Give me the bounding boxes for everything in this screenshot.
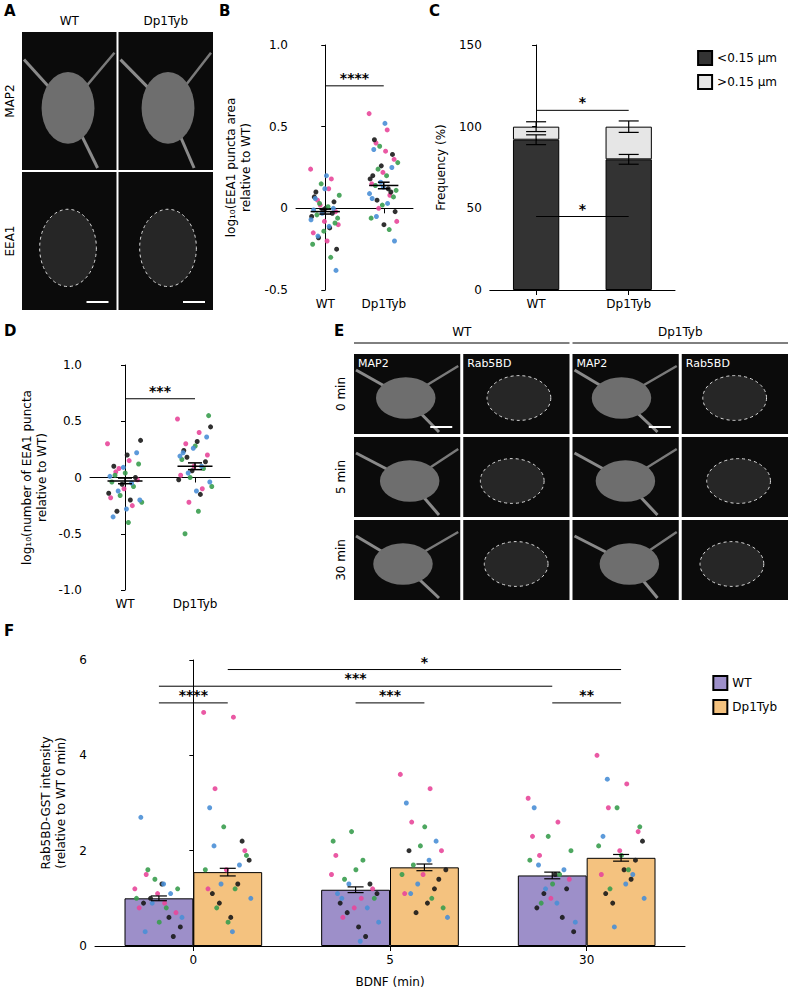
svg-text:WT: WT: [316, 297, 336, 311]
svg-text:***: ***: [379, 687, 402, 703]
svg-text:Dp1Tyb: Dp1Tyb: [606, 297, 651, 311]
svg-text:-1.0: -1.0: [59, 583, 82, 597]
svg-text:Dp1Tyb: Dp1Tyb: [732, 700, 777, 714]
html-text:F: F: [4, 622, 15, 640]
svg-text:*: *: [579, 94, 587, 110]
svg-text:150: 150: [459, 38, 482, 52]
svg-text:EEA1: EEA1: [3, 225, 17, 256]
svg-text:-0.5: -0.5: [265, 283, 288, 297]
svg-text:***: ***: [345, 670, 368, 686]
svg-text:WT: WT: [527, 297, 547, 311]
svg-text:****: ****: [179, 687, 209, 703]
svg-text:BDNF (min): BDNF (min): [355, 975, 424, 989]
svg-text:5 min: 5 min: [334, 460, 348, 494]
html-text:D: D: [4, 322, 17, 340]
svg-text:A: A: [4, 2, 16, 20]
svg-text:100: 100: [459, 120, 482, 134]
svg-text:WT: WT: [115, 597, 135, 611]
svg-text:30: 30: [579, 953, 594, 967]
svg-text:Rab5BD: Rab5BD: [686, 357, 730, 370]
svg-text:4: 4: [79, 748, 87, 762]
svg-text:0: 0: [280, 201, 288, 215]
html-text:B: B: [219, 2, 231, 20]
svg-text:2: 2: [79, 844, 87, 858]
svg-text:Dp1Tyb: Dp1Tyb: [143, 14, 188, 28]
svg-text:6: 6: [79, 653, 87, 667]
svg-text:(relative to WT 0 min): (relative to WT 0 min): [54, 737, 68, 868]
svg-text:MAP2: MAP2: [577, 357, 608, 370]
svg-text:0 min: 0 min: [334, 377, 348, 411]
svg-text:E: E: [334, 322, 344, 340]
svg-text:1.0: 1.0: [269, 38, 288, 52]
svg-text:log₁₀(number of EEA1 puncta: log₁₀(number of EEA1 puncta: [20, 390, 34, 565]
svg-text:***: ***: [149, 383, 172, 399]
html-text:C: C: [429, 2, 440, 20]
svg-text:Frequency (%): Frequency (%): [434, 124, 448, 211]
svg-text:0.5: 0.5: [63, 414, 82, 428]
svg-text:0: 0: [74, 471, 82, 485]
svg-text:0.5: 0.5: [269, 120, 288, 134]
svg-text:50: 50: [467, 201, 482, 215]
svg-text:30 min: 30 min: [334, 539, 348, 581]
svg-text:Rab5BD-GST intensity: Rab5BD-GST intensity: [39, 736, 53, 869]
svg-text:*: *: [579, 201, 587, 217]
svg-text:MAP2: MAP2: [358, 357, 389, 370]
svg-text:*: *: [421, 654, 429, 670]
svg-text:Rab5BD: Rab5BD: [467, 357, 511, 370]
svg-text:0: 0: [474, 283, 482, 297]
svg-text:WT: WT: [60, 14, 80, 28]
svg-text:relative to WT): relative to WT): [239, 123, 253, 212]
svg-text:-0.5: -0.5: [59, 527, 82, 541]
svg-text:Dp1Tyb: Dp1Tyb: [658, 325, 703, 339]
svg-text:**: **: [579, 687, 594, 703]
svg-text:>0.15 µm: >0.15 µm: [717, 75, 777, 89]
svg-text:relative to WT): relative to WT): [35, 433, 49, 522]
svg-text:0: 0: [79, 939, 87, 953]
svg-text:5: 5: [386, 953, 394, 967]
svg-text:WT: WT: [452, 325, 472, 339]
svg-text:0: 0: [190, 953, 198, 967]
svg-text:WT: WT: [732, 676, 752, 690]
svg-text:<0.15 µm: <0.15 µm: [717, 51, 777, 65]
svg-text:1.0: 1.0: [63, 358, 82, 372]
svg-text:log₁₀(EEA1 puncta area: log₁₀(EEA1 puncta area: [224, 98, 238, 237]
svg-text:Dp1Tyb: Dp1Tyb: [173, 597, 218, 611]
svg-text:****: ****: [340, 70, 370, 86]
svg-text:MAP2: MAP2: [3, 84, 17, 117]
svg-text:Dp1Tyb: Dp1Tyb: [361, 297, 406, 311]
